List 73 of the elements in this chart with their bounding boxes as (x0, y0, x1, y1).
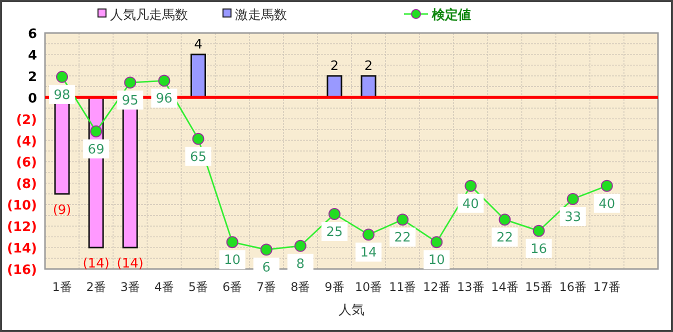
x-tick-label: 10番 (354, 280, 382, 294)
x-tick-label: 6番 (222, 280, 242, 294)
y-tick-label: (4) (16, 134, 37, 150)
x-axis-title: 人気 (338, 303, 364, 318)
x-tick-label: 15番 (525, 280, 552, 294)
y-tick-label: (10) (7, 198, 37, 214)
y-tick-label: 2 (28, 70, 37, 85)
y-tick-label: (16) (7, 263, 37, 278)
y-tick-label: (14) (7, 242, 37, 257)
data-label: 16 (530, 242, 548, 257)
point (158, 74, 170, 87)
legend-label: 検定値 (431, 7, 471, 23)
x-tick-label: 11番 (388, 280, 416, 294)
data-label: 4 (194, 37, 202, 52)
data-label: (14) (116, 256, 144, 272)
data-label: 69 (88, 142, 104, 158)
data-label: 96 (156, 92, 172, 107)
point (90, 125, 102, 138)
y-tick-label: (8) (16, 177, 37, 192)
y-tick-label: (2) (16, 112, 37, 128)
data-label: 2 (330, 58, 339, 74)
data-label: 25 (326, 224, 343, 240)
point (328, 208, 340, 220)
point (124, 76, 136, 89)
data-label: 2 (364, 58, 373, 74)
point (362, 228, 375, 241)
point (498, 214, 511, 226)
point (396, 214, 409, 226)
point (430, 236, 443, 248)
x-tick-label: 12番 (423, 280, 450, 294)
y-tick-label: 4 (28, 48, 37, 64)
data-label: (9) (52, 202, 72, 218)
data-label: 33 (564, 210, 582, 225)
data-label: 22 (394, 230, 411, 246)
data-label: 40 (462, 196, 479, 212)
point (260, 244, 272, 256)
point (566, 192, 579, 205)
y-tick-label: 0 (28, 91, 37, 106)
y-tick-label: 6 (28, 27, 37, 42)
point (192, 132, 204, 145)
point (464, 180, 477, 192)
legend-label: 激走馬数 (235, 8, 287, 23)
data-label: 95 (122, 94, 138, 109)
data-label: 40 (598, 196, 616, 212)
point (600, 180, 613, 192)
point (532, 224, 545, 237)
x-tick-label: 8番 (290, 280, 310, 294)
point (226, 236, 238, 248)
point (294, 240, 306, 252)
x-tick-label: 2番 (86, 280, 106, 294)
legend-label: 人気凡走馬数 (110, 8, 188, 23)
x-tick-label: 3番 (120, 280, 140, 294)
data-label: 6 (262, 260, 270, 276)
data-label: 14 (360, 246, 377, 261)
data-label: 65 (190, 150, 207, 165)
x-tick-label: 1番 (52, 280, 72, 294)
data-label: 10 (224, 253, 241, 268)
data-label: 8 (296, 256, 305, 272)
x-tick-label: 7番 (256, 280, 276, 294)
data-label: (14) (82, 256, 110, 272)
data-label: 22 (496, 230, 514, 246)
x-tick-label: 5番 (188, 280, 208, 294)
data-label: 10 (428, 253, 445, 268)
x-tick-label: 16番 (559, 280, 586, 294)
x-tick-label: 14番 (491, 280, 518, 294)
y-tick-label: (6) (16, 156, 37, 171)
x-tick-label: 4番 (154, 280, 174, 294)
y-tick-label: (12) (7, 220, 37, 236)
x-tick-label: 13番 (457, 280, 484, 294)
point (56, 70, 68, 83)
data-label: 98 (54, 88, 70, 103)
x-tick-label: 9番 (324, 280, 344, 294)
x-tick-label: 17番 (593, 280, 621, 294)
